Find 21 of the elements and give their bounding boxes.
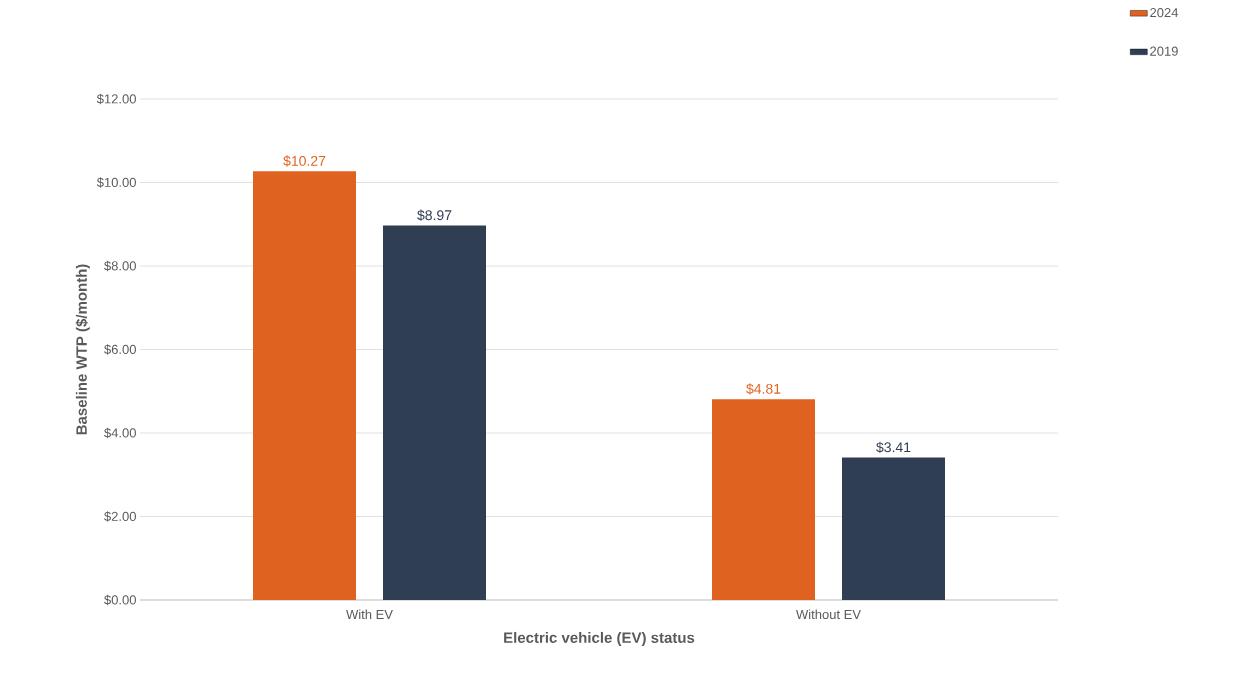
data-label: $3.41 [876,441,911,454]
data-label: $10.27 [283,155,326,167]
y-axis-title: Baseline WTP ($/month) [75,264,90,435]
x-tick-label: Without EV [796,609,861,620]
y-tick-label: $0.00 [104,594,136,606]
bar [383,225,487,600]
y-tick-label: $2.00 [104,511,136,522]
x-axis-title: Electric vehicle (EV) status [504,631,695,646]
y-tick-label: $10.00 [96,177,136,188]
data-label: $8.97 [417,209,452,221]
x-tick-label: With EV [346,609,393,620]
y-tick-label: $6.00 [104,344,136,355]
bar [712,399,815,600]
y-tick-label: $8.00 [104,260,136,272]
bar [253,171,357,600]
data-label: $4.81 [746,383,781,395]
y-tick-label: $4.00 [104,427,136,439]
y-tick-label: $12.00 [96,93,136,105]
legend-label: 2019 [1150,46,1178,56]
legend-label: 2024 [1150,7,1179,18]
bar [842,457,945,600]
